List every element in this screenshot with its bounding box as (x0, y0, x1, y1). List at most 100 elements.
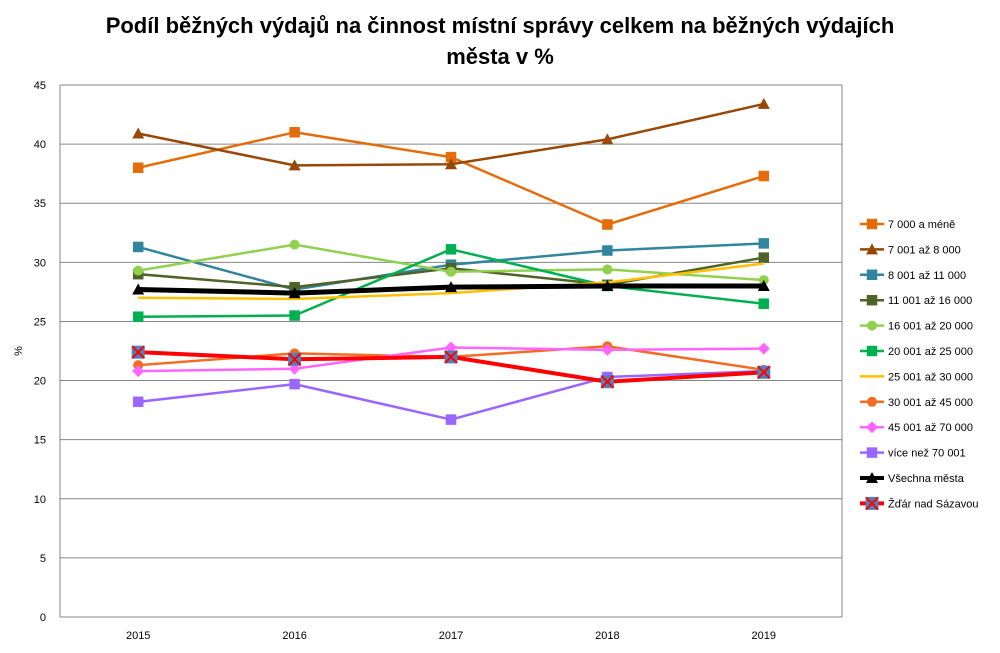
data-point (601, 343, 614, 356)
data-point (758, 252, 770, 263)
legend-item: Žďár nad Sázavou (860, 496, 979, 510)
data-point (445, 414, 457, 425)
data-point (445, 158, 457, 170)
data-point (132, 365, 145, 378)
legend-item: 8 001 až 11 000 (860, 269, 966, 282)
legend-label: 8 001 až 11 000 (888, 270, 966, 282)
data-point (757, 365, 771, 379)
data-point (758, 298, 770, 309)
y-tick-label: 0 (40, 612, 46, 624)
y-tick-label: 15 (34, 435, 46, 447)
data-point (601, 279, 614, 291)
legend-swatch-marker (866, 421, 878, 434)
data-point (444, 350, 458, 364)
data-point (131, 345, 145, 359)
data-point (132, 127, 145, 139)
legend-swatch-marker (866, 294, 878, 306)
x-tick-label: 2018 (595, 630, 619, 642)
legend-label: Všechna města (888, 473, 965, 485)
legend-swatch-marker (866, 269, 878, 281)
legend-label: Žďár nad Sázavou (888, 497, 979, 510)
y-tick-label: 45 (34, 80, 46, 92)
legend-item: 30 001 až 45 000 (860, 396, 973, 409)
legend-item: 7 001 až 8 000 (860, 243, 961, 256)
data-point (132, 283, 145, 295)
legend-label: 16 001 až 20 000 (888, 321, 973, 333)
data-point (132, 162, 144, 174)
x-tick-label: 2019 (752, 630, 776, 642)
legend-swatch-marker (867, 320, 877, 331)
chart-title: Podíl běžných výdajů na činnost místní s… (60, 10, 940, 72)
data-point (132, 311, 144, 322)
y-axis-title: % (13, 346, 25, 356)
legend-item: 16 001 až 20 000 (860, 320, 973, 333)
legend-item: Všechna města (860, 472, 965, 485)
data-point (289, 127, 300, 138)
y-tick-label: 20 (34, 376, 46, 388)
series-4 (133, 239, 769, 286)
data-point (601, 133, 614, 145)
data-point (289, 239, 300, 250)
series-line (138, 262, 764, 301)
legend-label: 7 000 a méně (888, 219, 955, 231)
series-10 (132, 279, 770, 299)
x-tick-label: 2015 (126, 630, 150, 642)
legend-item: 45 001 až 70 000 (860, 421, 973, 434)
y-tick-labels: 0 5 10 15 20 25 30 35 40 45 (34, 80, 46, 624)
data-point (445, 281, 457, 293)
legend-swatch-marker (866, 218, 878, 230)
legend-item: 25 001 až 30 000 (860, 371, 973, 383)
data-point (288, 159, 301, 171)
data-point (602, 245, 613, 256)
data-point (600, 375, 615, 389)
x-tick-label: 2017 (439, 630, 463, 642)
data-point (133, 265, 144, 276)
series-0 (132, 127, 770, 230)
legend-swatch-marker (866, 472, 878, 483)
data-point (757, 279, 770, 291)
chart-title-line1: Podíl běžných výdajů na činnost místní s… (105, 13, 895, 38)
legend-swatch-marker (867, 396, 877, 407)
y-tick-label: 40 (34, 139, 46, 151)
legend-item: 11 001 až 16 000 (860, 294, 972, 307)
y-tick-label: 5 (40, 553, 46, 565)
legend-item: 20 001 až 25 000 (860, 345, 973, 358)
legend-swatch-marker (866, 345, 878, 357)
legend-label: 45 001 až 70 000 (888, 422, 973, 434)
data-point (758, 170, 770, 182)
legend: 7 000 a méně 7 001 až 8 000 8 001 až 11 00… (860, 218, 979, 510)
y-tick-label: 25 (34, 316, 46, 328)
chart-title-line2: města v % (446, 44, 554, 69)
data-point (132, 241, 144, 253)
legend-label: 30 001 až 45 000 (888, 397, 973, 409)
series-11 (131, 345, 771, 389)
legend-label: 11 001 až 16 000 (888, 295, 972, 307)
x-tick-labels: 2015 2016 2017 2018 2019 (126, 630, 776, 642)
legend-swatch-marker (866, 243, 878, 255)
series-line (137, 131, 765, 226)
series-lines (131, 97, 771, 425)
y-tick-label: 10 (34, 494, 46, 506)
series-9 (132, 365, 770, 425)
legend-label: 25 001 až 30 000 (888, 371, 973, 383)
data-point (289, 378, 300, 390)
data-point (602, 219, 613, 230)
data-point (289, 310, 300, 321)
data-point (602, 264, 613, 275)
legend-item: více než 70 001 (860, 447, 966, 460)
data-point (446, 266, 456, 277)
x-tick-label: 2016 (282, 630, 306, 642)
legend-swatch-marker (866, 447, 878, 458)
legend-label: 20 001 až 25 000 (888, 346, 973, 358)
series-1 (132, 97, 770, 171)
series-6 (138, 262, 764, 301)
data-point (757, 97, 770, 109)
data-point (758, 238, 770, 249)
data-point (288, 287, 301, 299)
legend-item: 7 000 a méně (860, 218, 955, 231)
data-point (445, 244, 457, 255)
y-tick-label: 30 (34, 257, 46, 269)
data-point (132, 396, 144, 408)
legend-label: více než 70 001 (888, 448, 966, 460)
